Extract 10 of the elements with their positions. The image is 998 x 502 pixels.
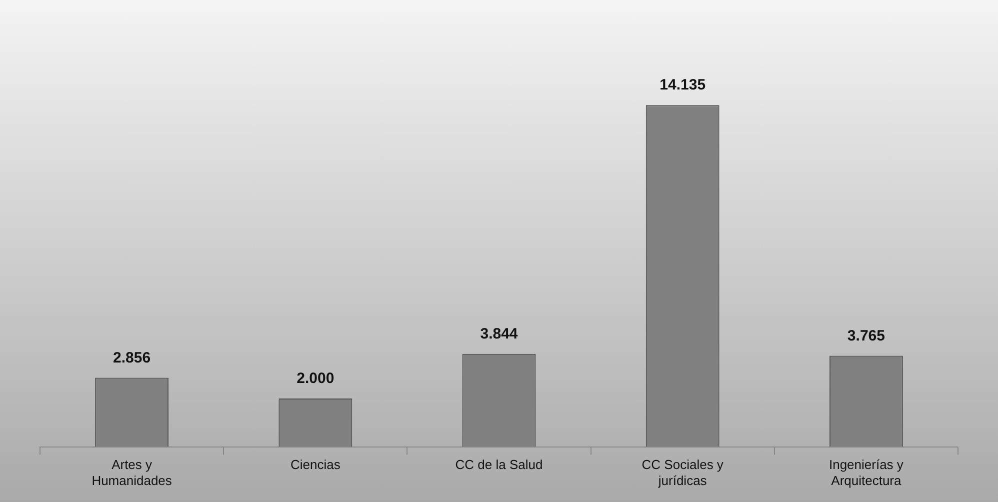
x-tick-label: Ciencias (290, 457, 341, 472)
data-label: 3.765 (847, 327, 885, 344)
x-tick-label: CC Sociales y jurídicas (642, 457, 724, 488)
x-tick-label: Ingenierías y Arquitectura (828, 457, 904, 488)
data-label: 2.000 (296, 370, 334, 388)
data-label: 14.135 (660, 76, 706, 94)
data-label: 3.844 (480, 326, 518, 343)
x-tick-label: CC de la Salud (455, 457, 543, 472)
data-label: 2.856 (113, 349, 151, 366)
x-tick-label: Artes y Humanidades (92, 457, 172, 488)
